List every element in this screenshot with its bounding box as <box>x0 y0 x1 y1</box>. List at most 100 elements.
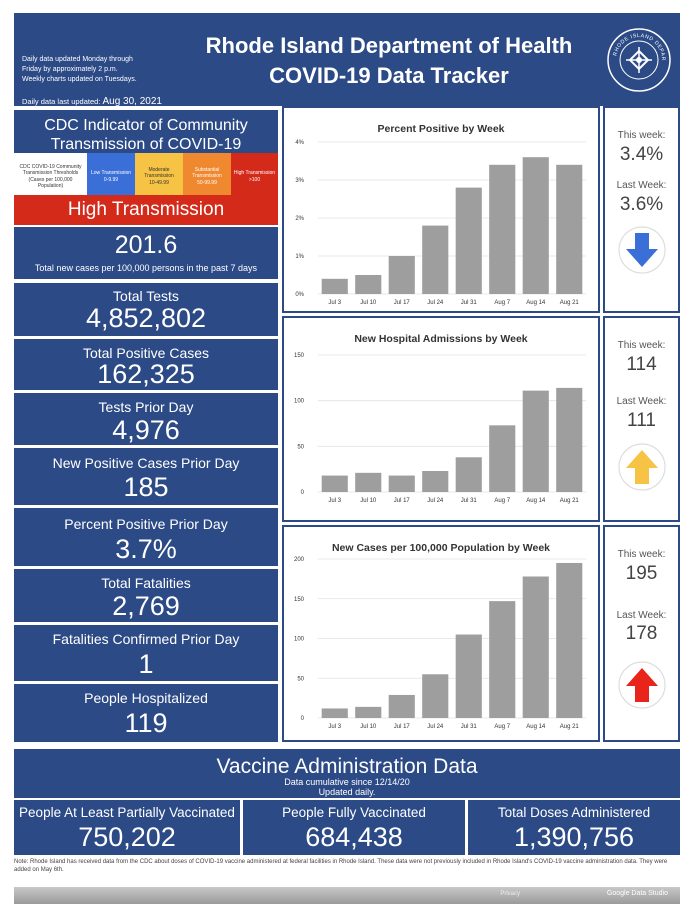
stat-label: Total Positive Cases <box>82 345 210 361</box>
x-tick-label: Aug 21 <box>560 300 580 306</box>
last-week-label: Last Week: <box>616 180 667 191</box>
case-rate-panel: 201.6 Total new cases per 100,000 person… <box>14 227 278 279</box>
bar <box>321 278 348 294</box>
x-tick-label: Jul 10 <box>360 498 377 504</box>
stat-new-positive-prior-day: New Positive Cases Prior Day 185 <box>14 448 278 505</box>
legend-range: 50-99.99 <box>197 179 217 186</box>
x-tick-label: Jul 17 <box>394 300 411 306</box>
chart-title: New Hospital Admissions by Week <box>354 333 527 345</box>
this-week-value: 114 <box>626 354 657 375</box>
bar <box>455 457 482 492</box>
trend-arrow-down-icon <box>618 226 666 274</box>
ri-health-seal-logo: RHODE ISLAND DEPARTMENT OF HEALTH <box>606 27 671 92</box>
case-rate-value: 201.6 <box>114 231 178 259</box>
x-tick-label: Jul 24 <box>427 300 444 306</box>
report-footer-bar: Privacy Google Data Studio <box>14 887 680 904</box>
arrow-shape <box>626 233 658 267</box>
cdc-title-line: Transmission of COVID-19 <box>50 136 242 153</box>
privacy-link[interactable]: Privacy <box>500 891 520 897</box>
y-tick-label: 0 <box>301 490 305 496</box>
header-banner: Daily data updated Monday through Friday… <box>14 13 680 107</box>
last-week-value: 111 <box>627 410 656 431</box>
legend-range: >100 <box>248 176 261 183</box>
legend-high: High Transmission >100 <box>231 153 278 200</box>
x-tick-label: Jul 31 <box>461 300 478 306</box>
x-tick-label: Jul 3 <box>328 300 341 306</box>
chart-hospital-admissions: New Hospital Admissions by Week 0 50 100 150… <box>282 316 600 522</box>
x-tick-label: Jul 17 <box>394 724 411 730</box>
legend-label: Low Transmission <box>90 170 131 176</box>
stat-label: Tests Prior Day <box>98 399 194 415</box>
page-subtitle: COVID-19 Data Tracker <box>269 63 509 88</box>
x-tick-label: Aug 14 <box>526 498 546 504</box>
this-week-label: This week: <box>617 549 666 560</box>
chart-new-cases: New Cases per 100,000 Population by Week… <box>282 525 600 742</box>
y-tick-label: 150 <box>294 353 305 359</box>
bar <box>422 225 449 294</box>
transmission-level-badge: High Transmission <box>14 195 278 225</box>
bar <box>388 694 415 718</box>
note-line: Weekly charts updated on Tuesdays. <box>22 76 137 83</box>
stat-total-positive: Total Positive Cases 162,325 <box>14 339 278 390</box>
footnote: Note: Rhode Island has received data fro… <box>14 859 668 873</box>
x-tick-label: Jul 24 <box>427 498 444 504</box>
stat-fatalities-confirmed-prior-day: Fatalities Confirmed Prior Day 1 <box>14 625 278 681</box>
x-tick-label: Jul 31 <box>461 724 478 730</box>
bar <box>422 674 449 718</box>
vaccine-stat-label: Total Doses Administered <box>497 805 651 820</box>
bar <box>355 275 382 294</box>
bar <box>556 164 583 294</box>
vaccine-subtitle: Data cumulative since 12/14/20 <box>284 777 410 787</box>
bar <box>422 470 449 492</box>
x-tick-label: Jul 3 <box>328 724 341 730</box>
stat-value: 162,325 <box>97 359 195 389</box>
bar <box>355 472 382 492</box>
cdc-indicator-title: CDC Indicator of Community Transmission … <box>14 116 278 154</box>
y-tick-label: 150 <box>294 597 305 603</box>
x-tick-label: Jul 17 <box>394 498 411 504</box>
x-tick-label: Jul 10 <box>360 300 377 306</box>
bar <box>522 390 549 492</box>
last-week-value: 178 <box>625 623 658 644</box>
x-tick-label: Jul 31 <box>461 498 478 504</box>
vaccine-stat-value: 684,438 <box>305 822 403 852</box>
arrow-shape <box>626 668 658 702</box>
y-tick-label: 200 <box>294 557 305 563</box>
page-title: Rhode Island Department of Health <box>205 33 573 58</box>
update-schedule-note: Daily data updated Monday through Friday… <box>22 55 172 85</box>
legend-range: 0-9.99 <box>103 176 119 183</box>
y-tick-label: 50 <box>297 444 304 450</box>
stat-label: People Hospitalized <box>84 690 208 706</box>
legend-label: CDC COVID-19 Community Transmission Thre… <box>19 163 82 190</box>
bar <box>321 475 348 492</box>
legend-moderate: Moderate Transmission 10-49.99 <box>135 153 183 200</box>
stat-percent-positive-prior-day: Percent Positive Prior Day 3.7% <box>14 508 278 566</box>
bar <box>489 164 516 294</box>
x-tick-label: Aug 7 <box>494 724 510 730</box>
stat-value: 4,976 <box>112 415 180 445</box>
vaccine-stat-value: 1,390,756 <box>513 822 635 852</box>
trend-arrow-up-icon <box>618 661 666 709</box>
vaccine-partially-vaccinated: People At Least Partially Vaccinated 750… <box>14 800 240 855</box>
cdc-title-line: CDC Indicator of Community <box>44 117 248 134</box>
last-week-value: 3.6% <box>619 194 664 215</box>
y-tick-label: 0% <box>295 292 304 298</box>
bar <box>321 708 348 718</box>
summary-hospital-admissions: This week: 114 Last Week: 111 <box>603 316 680 522</box>
google-data-studio-link[interactable]: Google Data Studio <box>606 890 668 897</box>
x-tick-label: Aug 14 <box>526 724 546 730</box>
x-tick-label: Jul 3 <box>328 498 341 504</box>
vaccine-title: Vaccine Administration Data <box>216 755 478 778</box>
vaccine-fully-vaccinated: People Fully Vaccinated 684,438 <box>243 800 465 855</box>
stat-label: Total Fatalities <box>101 575 191 591</box>
stat-total-fatalities: Total Fatalities 2,769 <box>14 569 278 622</box>
bar <box>556 562 583 718</box>
vaccine-stat-value: 750,202 <box>78 822 176 852</box>
case-rate-label: Total new cases per 100,000 persons in t… <box>34 263 258 273</box>
last-updated-label: Daily data last updated: <box>22 97 101 106</box>
y-tick-label: 100 <box>294 637 305 643</box>
this-week-label: This week: <box>617 340 666 351</box>
stat-label: Percent Positive Prior Day <box>64 516 228 532</box>
x-tick-label: Jul 10 <box>360 724 377 730</box>
summary-percent-positive: This week: 3.4% Last Week: 3.6% <box>603 106 680 313</box>
